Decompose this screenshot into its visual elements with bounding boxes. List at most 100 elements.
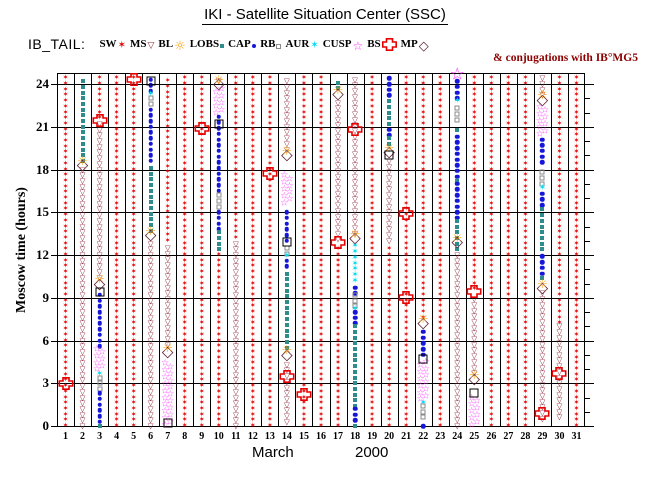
mp-diamond-icon: ◇ bbox=[451, 232, 464, 251]
sw-symbol: ✶ bbox=[369, 142, 376, 151]
cap-dot-symbol bbox=[386, 133, 392, 138]
sw-symbol: ✶ bbox=[164, 133, 171, 142]
sw-symbol: ✶ bbox=[420, 256, 427, 265]
sw-symbol: ✶ bbox=[471, 113, 478, 122]
sw-symbol: ✶ bbox=[556, 165, 563, 173]
ms-triangle-symbol: ▽ bbox=[335, 223, 341, 233]
sw-symbol: ✶ bbox=[437, 284, 444, 293]
sw-symbol: ✶ bbox=[573, 330, 580, 339]
bl-sun-icon: ☼ bbox=[162, 340, 174, 355]
ms-triangle-symbol: ▽ bbox=[335, 149, 341, 159]
black-square-icon bbox=[384, 150, 394, 160]
sw-symbol: ✶ bbox=[420, 187, 427, 196]
sw-symbol: ✶ bbox=[62, 347, 69, 356]
ms-triangle-symbol: ▽ bbox=[352, 166, 358, 176]
ms-triangle-symbol: ▽ bbox=[284, 371, 290, 381]
sw-symbol: ✶ bbox=[335, 404, 341, 413]
sw-symbol: ✶ bbox=[403, 102, 410, 111]
sw-symbol: ✶ bbox=[369, 375, 376, 384]
sw-symbol: ✶ bbox=[369, 256, 376, 265]
sw-symbol: ✶ bbox=[62, 204, 69, 213]
sw-symbol: ✶ bbox=[62, 159, 69, 168]
sw-symbol: ✶ bbox=[403, 296, 410, 305]
aur-star-symbol: ✶ bbox=[310, 40, 319, 51]
sw-symbol: ✶ bbox=[130, 73, 137, 82]
sw-symbol: ✶ bbox=[249, 341, 256, 350]
sw-symbol: ✶ bbox=[403, 165, 410, 173]
sw-symbol: ✶ bbox=[249, 290, 256, 299]
sw-symbol: ✶ bbox=[369, 353, 376, 362]
ms-triangle-symbol: ▽ bbox=[386, 201, 393, 211]
sw-symbol: ✶ bbox=[301, 290, 307, 299]
sw-symbol: ✶ bbox=[522, 256, 529, 265]
sw-symbol: ✶ bbox=[198, 239, 205, 248]
sw-symbol: ✶ bbox=[471, 165, 478, 173]
v-gridline bbox=[465, 73, 467, 427]
sw-symbol: ✶ bbox=[198, 233, 205, 242]
sw-symbol: ✶ bbox=[232, 216, 239, 225]
sw-symbol: ✶ bbox=[335, 398, 341, 407]
sw-symbol: ✶ bbox=[249, 284, 256, 293]
sw-symbol: ✶ bbox=[488, 233, 495, 242]
sw-symbol: ✶ bbox=[215, 341, 222, 350]
sw-symbol: ✶ bbox=[488, 96, 495, 105]
sw-symbol: ✶ bbox=[386, 330, 393, 339]
lobs-square-symbol bbox=[148, 171, 153, 176]
y-axis-tick-right bbox=[585, 112, 590, 114]
sw-symbol: ✶ bbox=[522, 147, 529, 156]
cap-dot-symbol bbox=[97, 304, 102, 309]
sw-symbol: ✶ bbox=[420, 79, 427, 88]
mp-diamond-icon: ◇ bbox=[76, 155, 89, 174]
sw-symbol: ✶ bbox=[369, 393, 376, 401]
sw-symbol: ✶ bbox=[488, 85, 495, 94]
sw-symbol: ✶ bbox=[215, 393, 222, 401]
ms-triangle-symbol: ▽ bbox=[147, 312, 154, 322]
sw-symbol: ✶ bbox=[369, 210, 376, 219]
sw-symbol: ✶ bbox=[556, 85, 563, 94]
sw-symbol: ✶ bbox=[369, 147, 376, 156]
cap-dot-symbol bbox=[352, 291, 358, 296]
ms-triangle-symbol: ▽ bbox=[96, 181, 103, 191]
sw-symbol: ✶ bbox=[471, 210, 478, 219]
sw-symbol: ✶ bbox=[505, 90, 512, 99]
ms-triangle-symbol: ▽ bbox=[335, 114, 341, 124]
sw-symbol: ✶ bbox=[164, 179, 171, 188]
ms-triangle-symbol: ▽ bbox=[539, 362, 546, 372]
ms-triangle-symbol: ▽ bbox=[454, 352, 461, 362]
legend-item-aur: AUR ✶ bbox=[285, 38, 319, 51]
sw-symbol: ✶ bbox=[522, 301, 529, 310]
sw-symbol: ✶ bbox=[62, 415, 69, 424]
ms-triangle-symbol: ▽ bbox=[454, 255, 461, 265]
sw-symbol: ✶ bbox=[556, 182, 563, 191]
bl-sun-icon: ☼ bbox=[281, 143, 293, 158]
sw-symbol: ✶ bbox=[505, 404, 512, 413]
sw-symbol: ✶ bbox=[266, 130, 273, 139]
sw-symbol: ✶ bbox=[318, 387, 324, 396]
sw-symbol: ✶ bbox=[437, 324, 444, 333]
bs-cross-icon bbox=[194, 121, 210, 138]
sw-symbol: ✶ bbox=[471, 261, 478, 270]
sw-symbol: ✶ bbox=[232, 187, 239, 196]
sw-symbol: ✶ bbox=[232, 210, 239, 219]
ms-triangle-symbol: ▽ bbox=[539, 391, 546, 401]
sw-symbol: ✶ bbox=[505, 153, 512, 162]
lobs-square-symbol bbox=[455, 224, 460, 229]
ms-triangle-symbol: ▽ bbox=[147, 295, 154, 305]
sw-symbol: ✶ bbox=[96, 79, 103, 88]
sw-symbol: ✶ bbox=[573, 290, 580, 299]
sw-symbol: ✶ bbox=[62, 108, 69, 116]
sw-symbol: ✶ bbox=[130, 130, 137, 139]
sw-symbol: ✶ bbox=[232, 108, 239, 116]
sw-symbol: ✶ bbox=[62, 233, 69, 242]
sw-symbol: ✶ bbox=[573, 421, 580, 430]
cap-dot-symbol bbox=[352, 285, 358, 291]
y-axis-tick-right bbox=[585, 255, 594, 256]
bs-cross-icon bbox=[398, 207, 414, 223]
cap-dot-symbol bbox=[216, 120, 222, 125]
ms-triangle-symbol: ▽ bbox=[79, 221, 86, 231]
sw-symbol: ✶ bbox=[181, 165, 188, 173]
sw-symbol: ✶ bbox=[505, 102, 512, 111]
sw-symbol: ✶ bbox=[386, 290, 393, 299]
sw-symbol: ✶ bbox=[266, 102, 273, 111]
sw-symbol: ✶ bbox=[420, 159, 427, 168]
